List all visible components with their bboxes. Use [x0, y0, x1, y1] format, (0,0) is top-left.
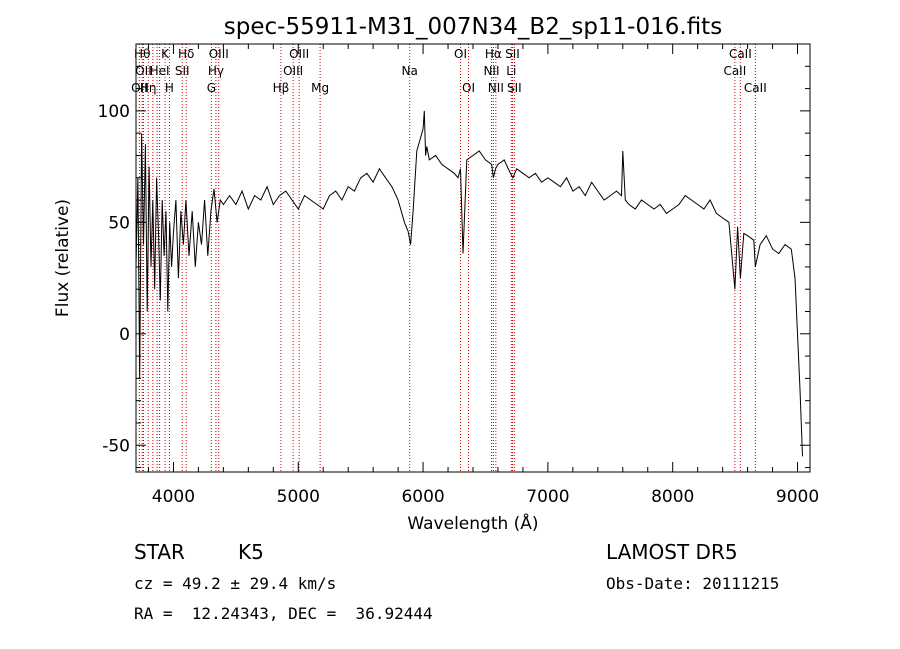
line-marker-label: OIII	[289, 47, 309, 61]
line-marker-label: Hα	[485, 47, 502, 61]
spectrum-series-line	[135, 110, 803, 457]
observation-date: Obs-Date: 20111215	[606, 574, 780, 593]
x-tick-label: 4000	[152, 487, 195, 507]
line-marker-label: Hθ	[134, 47, 150, 61]
line-marker-label: OII	[131, 81, 148, 95]
line-marker-label: CaII	[729, 47, 752, 61]
line-marker-label: Mg	[311, 81, 329, 95]
y-tick-label: 100	[98, 102, 130, 122]
line-marker-label: NII	[483, 64, 499, 78]
line-marker-label: Hγ	[208, 64, 224, 78]
line-marker-label: OII	[135, 64, 152, 78]
line-marker-label: OI	[462, 81, 475, 95]
line-marker-label: NII	[488, 81, 504, 95]
line-marker-label: G	[207, 81, 216, 95]
line-marker-label: OI	[454, 47, 467, 61]
chart-title: spec-55911-M31_007N34_B2_sp11-016.fits	[224, 14, 722, 40]
line-marker-label: OIII	[209, 47, 229, 61]
line-marker-label: CaII	[744, 81, 767, 95]
redshift-velocity: cz = 49.2 ± 29.4 km/s	[134, 574, 337, 593]
x-tick-label: 6000	[401, 487, 444, 507]
x-axis-label: Wavelength (Å)	[407, 512, 538, 534]
line-marker-label: H	[165, 81, 174, 95]
line-markers	[138, 44, 756, 472]
line-marker-label: HeI	[150, 64, 170, 78]
x-tick-label: 5000	[277, 487, 320, 507]
survey-release: LAMOST DR5	[606, 540, 738, 564]
line-marker-label: Na	[402, 64, 418, 78]
line-marker-label: SII	[505, 47, 520, 61]
line-marker-label: SII	[175, 64, 190, 78]
y-tick-label: 0	[119, 325, 130, 345]
y-axis-ticks: -50 0 50 100	[98, 43, 810, 469]
line-marker-label: Hη	[140, 81, 157, 95]
line-marker-label: Hβ	[273, 81, 290, 95]
line-marker-label: Hδ	[178, 47, 194, 61]
x-axis-ticks: 4000 5000 6000 7000 8000 9000	[147, 44, 819, 507]
y-tick-label: 50	[108, 213, 130, 233]
object-class: STAR	[134, 540, 185, 564]
x-tick-label: 7000	[526, 487, 569, 507]
line-marker-labels: OIIHθOIIHηHeIKHSIIHδGHγOIIIHβOIIIOIIIMgN…	[131, 47, 767, 95]
y-axis-label: Flux (relative)	[53, 199, 73, 317]
y-tick-label: -50	[102, 436, 130, 456]
sky-coordinates: RA = 12.24343, DEC = 36.92444	[134, 604, 433, 623]
object-subclass: K5	[238, 540, 264, 564]
x-tick-label: 8000	[651, 487, 694, 507]
line-marker-label: OIII	[283, 64, 303, 78]
x-tick-label: 9000	[776, 487, 819, 507]
plot-frame	[135, 43, 811, 473]
line-marker-label: Li	[506, 64, 516, 78]
line-marker-label: SII	[507, 81, 522, 95]
line-marker-label: K	[161, 47, 170, 61]
line-marker-label: CaII	[723, 64, 746, 78]
